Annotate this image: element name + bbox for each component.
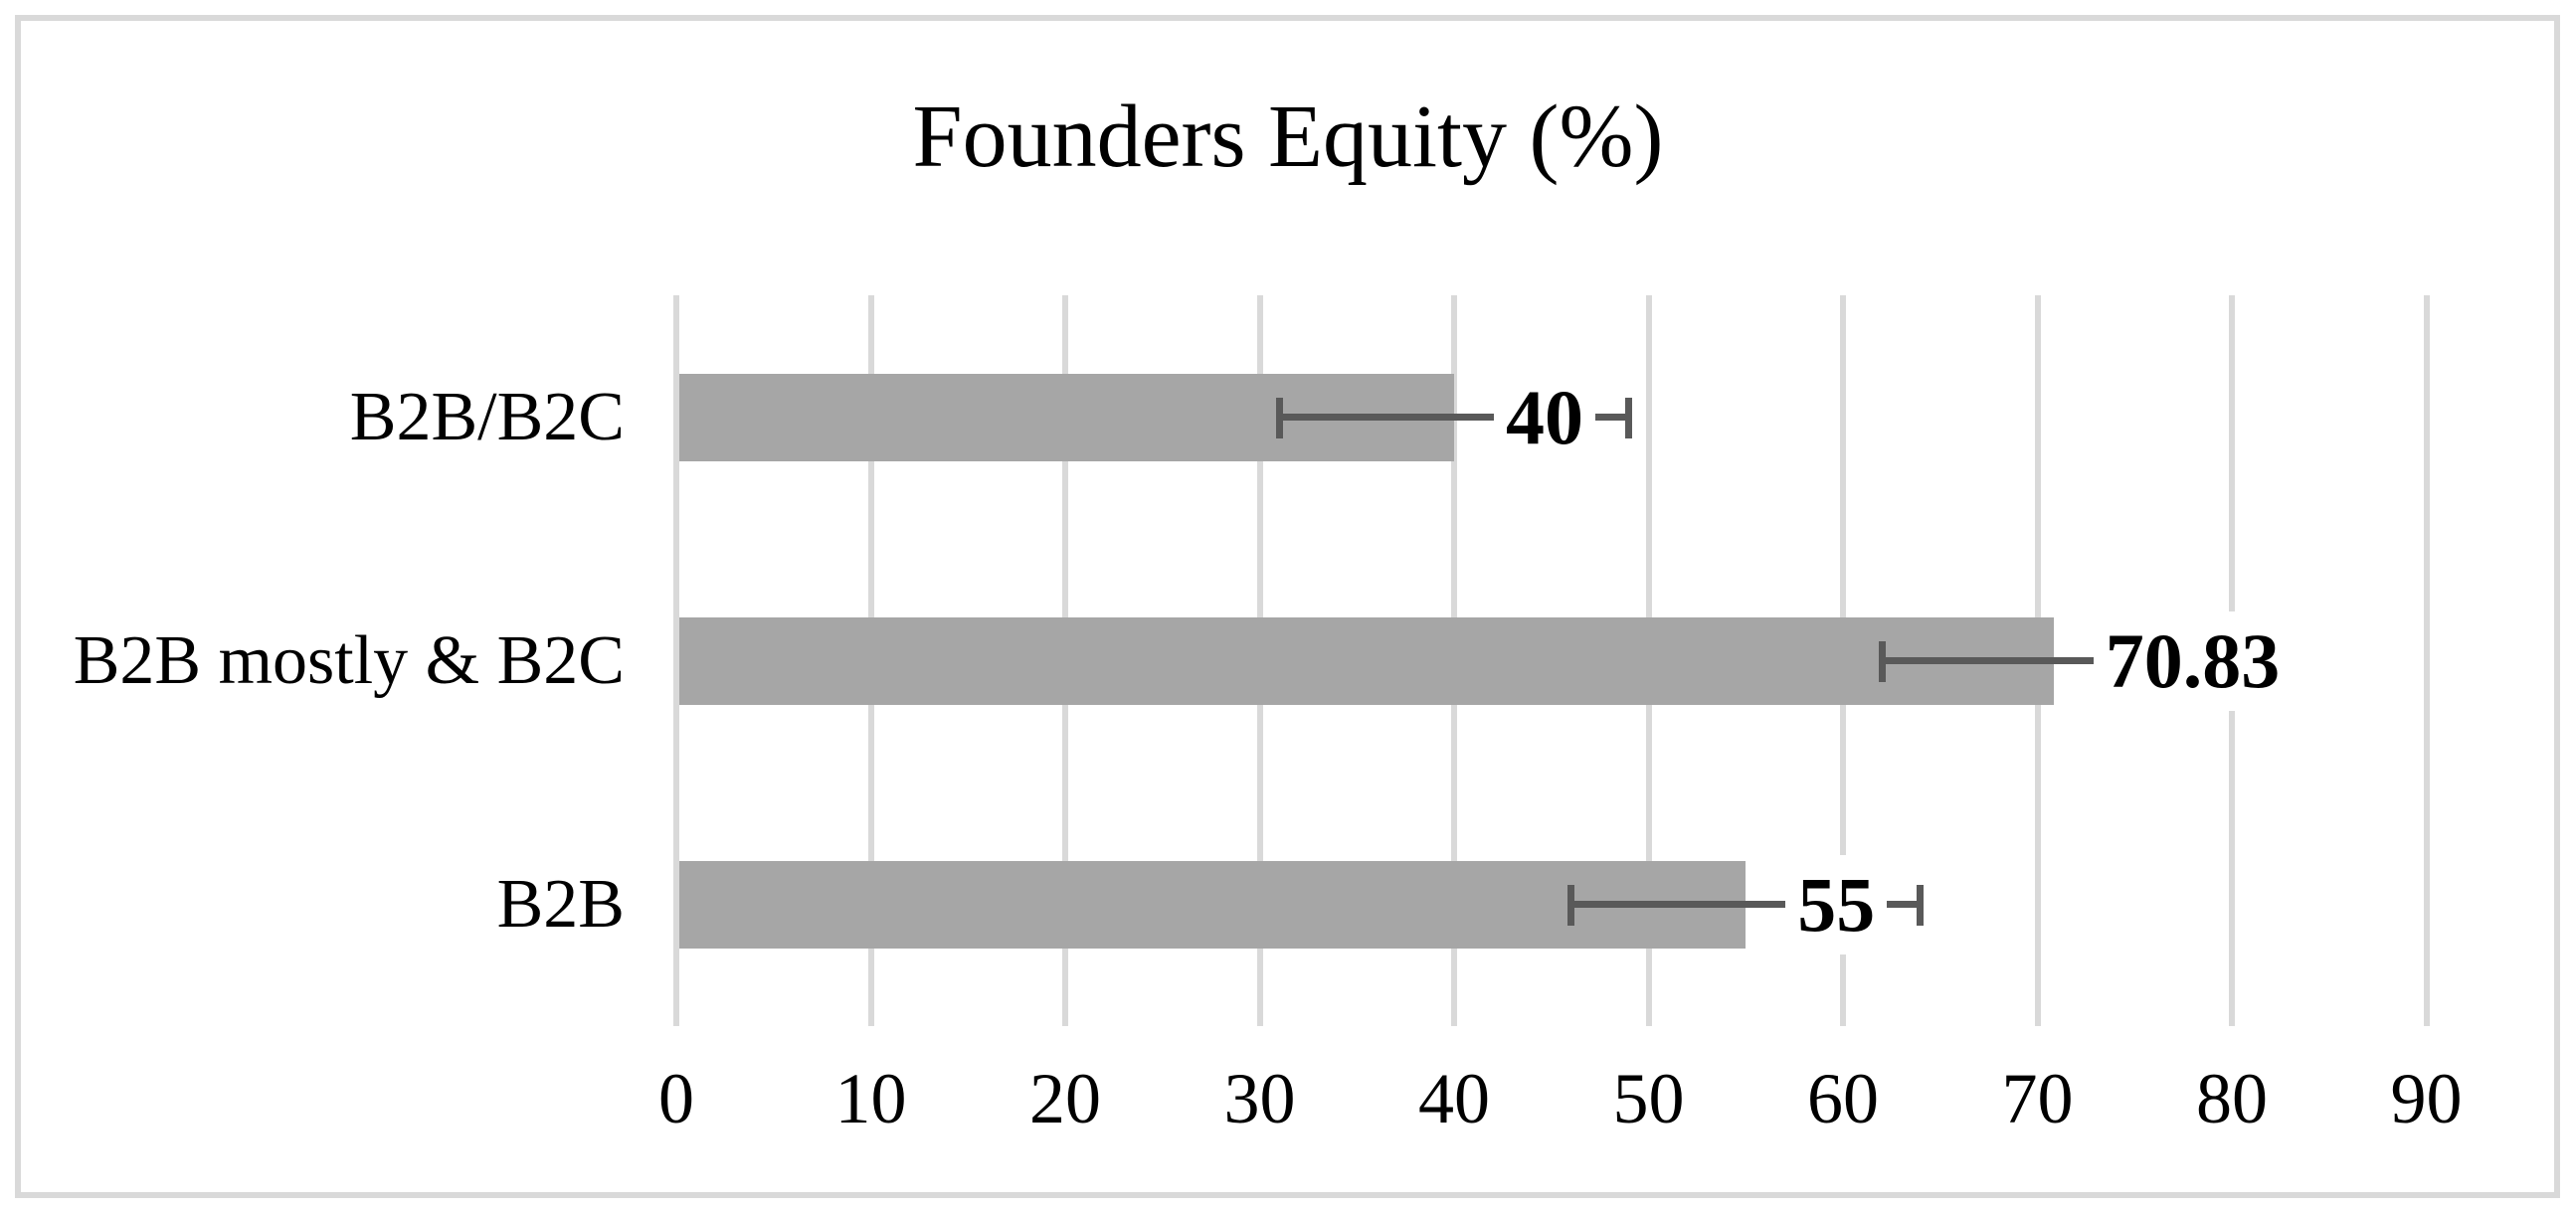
x-tick-label: 30	[1223, 1059, 1296, 1138]
error-bar-cap-right	[1917, 884, 1925, 926]
x-tick-label: 20	[1029, 1059, 1101, 1138]
bar-value-label: 70.83	[2093, 610, 2293, 711]
gridline	[2423, 295, 2430, 1026]
chart-title: Founders Equity (%)	[912, 87, 1664, 186]
x-tick-label: 60	[1807, 1059, 1879, 1138]
error-bar-line	[1570, 900, 1922, 908]
bar-value-label: 40	[1494, 367, 1595, 467]
error-bar-cap-left	[1276, 397, 1284, 438]
bar-value-label: 55	[1785, 854, 1888, 954]
category-label: B2B/B2C	[349, 378, 625, 455]
x-tick-label: 50	[1612, 1059, 1685, 1138]
gridline	[673, 295, 679, 1026]
x-tick-label: 40	[1418, 1059, 1490, 1138]
x-tick-label: 10	[834, 1059, 907, 1138]
category-label: B2B	[496, 865, 625, 943]
error-bar-line	[1279, 413, 1629, 421]
figure-border	[15, 15, 2560, 1198]
x-tick-label: 90	[2390, 1059, 2463, 1138]
error-bar-line	[1882, 656, 2227, 664]
bar	[679, 616, 2054, 705]
error-bar-cap-left	[1879, 640, 1887, 682]
x-tick-label: 70	[2001, 1059, 2074, 1138]
category-label: B2B mostly & B2C	[73, 621, 625, 699]
x-tick-label: 0	[658, 1059, 694, 1138]
error-bar-cap-left	[1567, 884, 1575, 926]
x-tick-label: 80	[2196, 1059, 2268, 1138]
error-bar-cap-right	[1624, 397, 1632, 438]
